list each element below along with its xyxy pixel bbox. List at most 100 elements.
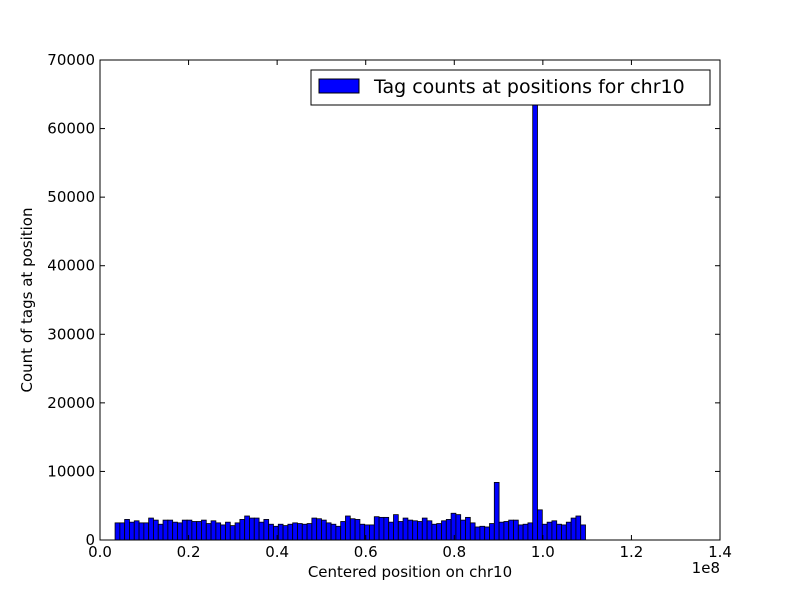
plot-area — [100, 60, 720, 540]
histogram-bar — [460, 519, 466, 541]
histogram-bar — [253, 517, 260, 541]
histogram-bar — [417, 521, 423, 541]
histogram-bar — [234, 522, 241, 541]
histogram-bar — [441, 520, 447, 541]
legend-frame — [310, 69, 711, 106]
histogram-bar — [277, 523, 284, 541]
histogram-bar — [114, 522, 121, 541]
histogram-bar — [407, 519, 414, 541]
histogram-bar — [532, 100, 538, 541]
histogram-bar — [551, 520, 558, 541]
histogram-bar — [143, 522, 150, 541]
histogram-bar — [402, 517, 409, 541]
histogram-bar — [479, 525, 486, 541]
histogram-bar — [522, 523, 529, 541]
legend-swatch — [318, 78, 360, 94]
plot-frame — [99, 59, 721, 541]
histogram-bar — [297, 523, 303, 541]
histogram-bar — [373, 516, 380, 541]
histogram-bar — [412, 520, 418, 541]
histogram-bar — [177, 522, 183, 541]
histogram-bar — [445, 519, 452, 541]
histogram-bar — [287, 523, 294, 541]
histogram-bar — [186, 519, 193, 541]
histogram-bar — [239, 519, 246, 541]
histogram-bar — [565, 521, 572, 541]
histogram-bar — [489, 523, 495, 541]
histogram-bar — [570, 517, 577, 541]
histogram-bar — [124, 519, 130, 541]
histogram-bar — [503, 521, 510, 541]
histogram-bar — [229, 525, 236, 541]
histogram-bar — [311, 517, 318, 541]
histogram-bar — [321, 519, 327, 541]
histogram-bar — [148, 517, 154, 541]
histogram-bar — [421, 517, 428, 541]
histogram-bar — [513, 519, 519, 541]
x-tick-label: 1.4 — [708, 543, 732, 561]
histogram-bar — [330, 523, 337, 541]
histogram-bar — [561, 524, 567, 541]
histogram-bar — [181, 519, 188, 541]
histogram-bar — [397, 521, 404, 541]
histogram-bar — [450, 512, 457, 541]
histogram-bar — [378, 516, 385, 541]
histogram-bar — [354, 519, 361, 541]
x-tick-label: 0.2 — [177, 543, 201, 561]
histogram-bar — [225, 521, 231, 541]
histogram-bar — [191, 521, 198, 541]
histogram-bar — [345, 515, 351, 541]
histogram-bar — [210, 520, 217, 541]
histogram-bar — [393, 514, 399, 541]
histogram-bar — [316, 518, 322, 541]
histogram-bar — [517, 524, 524, 541]
histogram-bar — [153, 519, 159, 541]
histogram-bar — [129, 521, 135, 541]
histogram-bar — [369, 524, 375, 541]
x-tick-label: 1.0 — [531, 543, 555, 561]
y-tick-label: 20000 — [47, 394, 95, 412]
histogram-bar — [431, 523, 438, 541]
histogram-bar — [220, 524, 226, 541]
axis-ticks: 0.0 0.2 0.4 0.6 0.8 1.0 1.2 1.4 0 10000 20000 30000… — [47, 51, 732, 561]
y-tick-label: 70000 — [47, 51, 95, 69]
histogram-bar — [426, 520, 433, 541]
histogram-bar — [201, 519, 207, 541]
histogram-bar — [556, 523, 562, 541]
histogram-bar — [580, 524, 586, 541]
x-tick-label: 0.6 — [354, 543, 378, 561]
y-axis-label: Count of tags at position — [18, 208, 36, 393]
x-offset-label: 1e8 — [692, 559, 720, 577]
histogram-bar — [340, 521, 346, 541]
histogram-bar — [436, 523, 442, 541]
x-tick-label: 0.0 — [88, 543, 112, 561]
y-tick-label: 10000 — [47, 462, 95, 480]
histogram-bar — [215, 522, 222, 541]
histogram-bar — [205, 523, 212, 541]
histogram-bar — [249, 517, 255, 541]
histogram-bar — [359, 523, 366, 541]
histogram-bar — [258, 521, 265, 541]
histogram-bar — [196, 521, 202, 541]
histogram-bar — [335, 525, 342, 541]
histogram-bar — [537, 509, 543, 541]
histogram-bar — [162, 519, 169, 541]
histogram-bar — [469, 522, 476, 541]
histogram-bar — [292, 522, 298, 541]
histogram-bar — [301, 523, 308, 541]
histogram-bar — [138, 522, 145, 541]
histogram-bar — [349, 518, 356, 541]
histogram-bar — [388, 521, 394, 541]
y-tick-label: 30000 — [47, 325, 95, 343]
histogram-bar — [167, 519, 174, 541]
histogram-bar — [172, 521, 178, 541]
x-tick-label: 1.2 — [619, 543, 643, 561]
histogram-bar — [484, 526, 490, 541]
histogram-bar — [546, 521, 553, 541]
y-tick-label: 0 — [85, 531, 95, 549]
histogram-bar — [508, 519, 514, 541]
histogram-bar — [465, 516, 471, 541]
x-tick-label: 0.4 — [265, 543, 289, 561]
y-tick-label: 60000 — [47, 120, 95, 138]
